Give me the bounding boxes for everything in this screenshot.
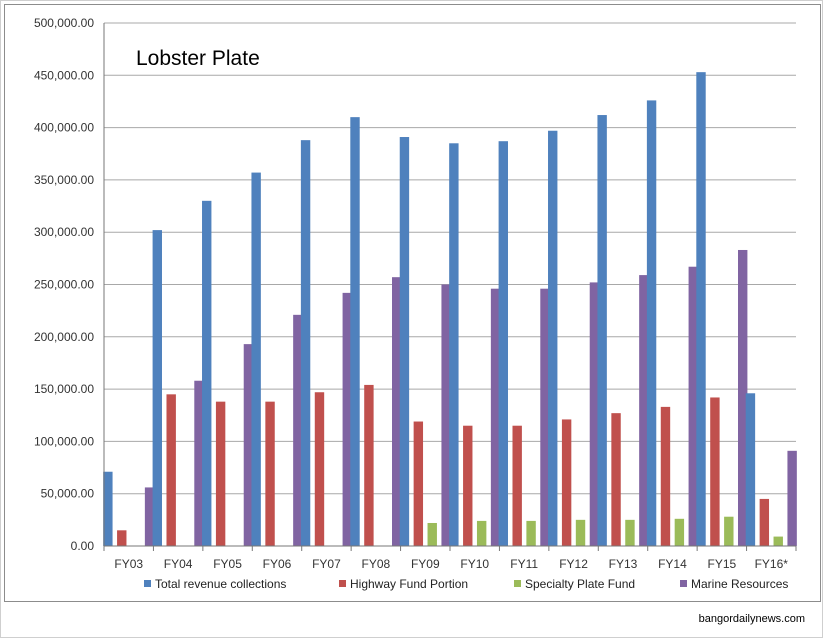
bar [103, 471, 113, 546]
bar [392, 277, 402, 546]
bar [463, 425, 473, 546]
bar [413, 421, 424, 546]
y-tick-label: 100,000.00 [34, 434, 94, 448]
bar [194, 380, 204, 546]
bar [674, 518, 685, 546]
bar [561, 419, 572, 546]
x-tick-label: FY16* [755, 557, 789, 571]
credit-text: bangordailynews.com [699, 613, 805, 625]
x-axis [103, 23, 797, 551]
x-tick-label: FY14 [658, 557, 687, 571]
y-tick-label: 0.00 [71, 539, 95, 553]
y-tick-label: 500,000.00 [34, 16, 94, 30]
bar [215, 401, 226, 546]
legend-label: Total revenue collections [155, 577, 286, 591]
bar [512, 425, 522, 546]
bar [117, 530, 127, 546]
legend-swatch [514, 580, 521, 587]
x-tick-label: FY03 [114, 557, 143, 571]
bars [103, 72, 797, 547]
x-axis-ticks: FY03 FY04 FY05 FY06 FY07 FY08 FY09 FY10 FY11 FY12… [114, 557, 788, 571]
bar [575, 519, 586, 546]
x-tick-label: FY08 [362, 557, 391, 571]
bar [300, 140, 311, 547]
bar [243, 344, 254, 546]
bar [152, 230, 162, 546]
y-tick-label: 150,000.00 [34, 382, 94, 396]
bar [293, 314, 303, 546]
bar [251, 172, 261, 546]
bar [350, 117, 360, 546]
bar [548, 130, 558, 546]
bar [364, 384, 374, 546]
legend-label: Specialty Plate Fund [525, 577, 635, 591]
legend: Total revenue collections Highway Fund Po… [144, 577, 788, 591]
y-axis-ticks: 0.00 50,000.00 100,000.00 150,000.00 200,000… [34, 16, 94, 553]
x-tick-label: FY06 [263, 557, 292, 571]
legend-swatch [144, 580, 151, 587]
legend-swatch [680, 580, 687, 587]
y-tick-label: 400,000.00 [34, 121, 94, 135]
y-tick-label: 50,000.00 [41, 487, 95, 501]
bar [265, 401, 275, 546]
x-tick-label: FY15 [708, 557, 737, 571]
bar [166, 394, 176, 546]
x-tick-label: FY11 [510, 557, 538, 571]
bar [144, 487, 155, 546]
legend-swatch [339, 580, 346, 587]
bar [759, 498, 770, 546]
bar [342, 292, 352, 546]
bar [427, 522, 437, 546]
x-tick-label: FY13 [609, 557, 638, 571]
bar [646, 100, 657, 547]
bar [773, 536, 783, 546]
y-tick-label: 200,000.00 [34, 330, 94, 344]
x-tick-label: FY10 [460, 557, 489, 571]
bar [441, 284, 451, 546]
bar [540, 288, 550, 546]
bar [526, 520, 536, 546]
legend-label: Highway Fund Portion [350, 577, 468, 591]
bar [724, 516, 734, 546]
x-tick-label: FY09 [411, 557, 440, 571]
bar [589, 282, 600, 546]
bar [660, 406, 671, 546]
bar [611, 413, 621, 546]
bar [597, 115, 607, 546]
bar [696, 72, 706, 547]
y-tick-label: 250,000.00 [34, 278, 94, 292]
x-tick-label: FY12 [559, 557, 588, 571]
bar [639, 275, 649, 546]
legend-label: Marine Resources [691, 577, 788, 591]
bar [787, 450, 797, 546]
bar [314, 392, 325, 546]
x-tick-label: FY05 [213, 557, 242, 571]
x-tick-label: FY07 [312, 557, 341, 571]
y-tick-label: 300,000.00 [34, 225, 94, 239]
chart-area [4, 4, 821, 602]
bar [399, 137, 410, 546]
y-tick-label: 350,000.00 [34, 173, 94, 187]
bar [710, 397, 720, 546]
bar [688, 266, 698, 546]
chart-title: Lobster Plate [136, 47, 260, 70]
y-tick-label: 450,000.00 [34, 68, 94, 82]
bar [476, 520, 487, 546]
bar [625, 519, 635, 546]
bar [202, 200, 212, 546]
bar [498, 141, 508, 546]
bar [490, 288, 501, 546]
bar [738, 249, 748, 546]
bar [449, 143, 459, 547]
bar [745, 393, 756, 546]
x-tick-label: FY04 [164, 557, 193, 571]
